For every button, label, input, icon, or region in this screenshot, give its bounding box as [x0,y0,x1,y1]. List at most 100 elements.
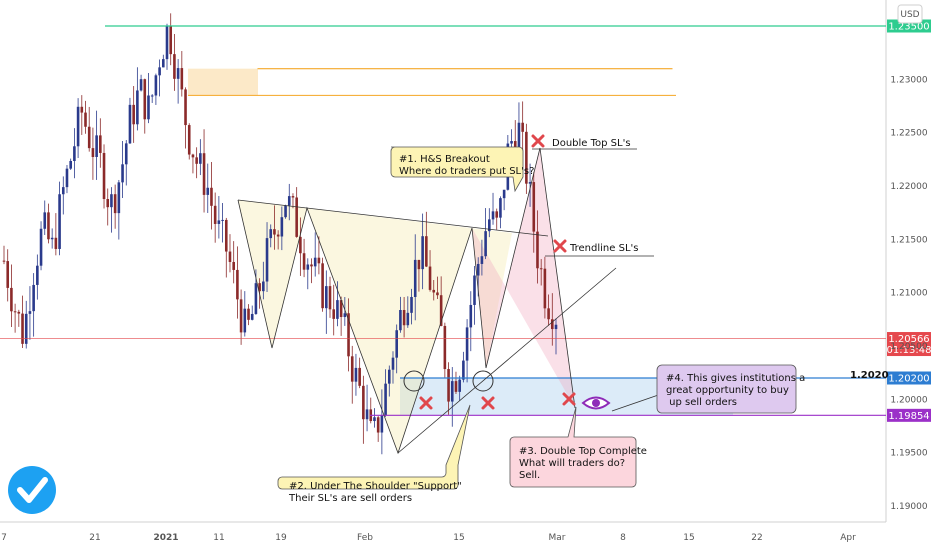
candle [532,171,536,253]
level-text: 1.2020 [850,370,889,381]
candle [50,228,54,249]
candle [517,102,521,152]
candle [73,128,76,179]
zigzag-line [237,147,576,455]
candle [162,54,165,68]
x-tick-label: Feb [357,533,373,543]
x-marker-icon [553,239,567,253]
candle [395,324,398,374]
candle [384,369,387,417]
candle [191,153,195,174]
candle [295,187,298,238]
candle [265,222,269,293]
candle [117,179,121,240]
candle [343,297,347,326]
callout-3-line-2: What will traders do? [519,458,625,469]
neckline [237,199,549,237]
candle [139,74,143,92]
countdown-label: 01:13:48 [887,345,932,356]
candle [347,298,350,372]
candle [87,106,91,152]
candle [154,73,158,105]
candle [380,389,384,455]
y-tick-label: 1.22500 [890,129,927,139]
callout-3: #3. Double Top Complete What will trader… [509,406,647,488]
callout-4-line-3: up sell orders [666,397,737,408]
x-marker-icon [419,396,433,410]
currency-badge-label: USD [900,10,919,20]
y-tick-label: 1.20500 [890,342,927,352]
candle [165,23,169,70]
candle [358,357,361,389]
candle [210,161,213,230]
candle [113,184,117,229]
candle [310,258,313,284]
candle [169,13,173,66]
candle [469,291,473,352]
candle [199,139,202,176]
candle [376,415,380,442]
candle [350,345,354,404]
candle [243,291,247,337]
candle [36,254,39,300]
candle [236,246,239,319]
candle [217,196,221,239]
y-tick-label: 1.21000 [890,289,927,299]
callout-2-line-2: Their SL's are sell orders [288,493,412,504]
candle [136,67,139,131]
x-tick-label: 8 [620,533,626,543]
trendline-label: Trendline SL's [569,243,638,254]
x-tick-label: 19 [275,533,287,543]
level-tag [887,371,931,385]
candle [61,176,65,215]
pattern-lines [237,147,668,455]
candle [184,87,187,149]
candle [28,286,32,340]
candle [391,351,395,384]
level-tag [887,408,931,422]
level-tag [887,332,931,357]
candle [480,239,484,276]
y-tick-label: 1.23000 [890,75,927,85]
candle [187,123,191,160]
candle [47,203,50,244]
y-tick-label: 1.19000 [890,502,927,512]
candle [132,86,135,143]
callout-4: #4. This gives institutions a great oppo… [656,364,805,414]
callout-1-line-1: #1. H&S Breakout [399,154,490,165]
currency-badge[interactable]: USD [897,4,923,24]
callout-2-line-1: #2. Under The Shoulder "Support" [289,481,462,492]
candle [158,59,161,97]
candle [488,208,491,238]
candle [325,270,328,334]
callout-2: #2. Under The Shoulder "Support" Their S… [277,404,471,504]
candle [13,303,17,333]
x-tick-label: 15 [453,533,464,543]
candle [150,94,154,103]
candle [284,204,287,219]
candle [502,189,506,211]
candle [321,257,324,312]
callout-1: #1. H&S Breakout Where do traders put SL… [390,146,534,193]
candle [95,110,98,180]
candle [32,273,35,337]
candle [147,73,150,124]
x-tick-label: 2021 [153,533,178,543]
candle [495,208,499,230]
callout-3-line-3: Sell. [519,470,540,481]
candle [276,230,280,250]
candle [206,163,210,213]
x-tick-label: 22 [751,533,762,543]
candle [2,245,6,265]
candle [102,144,106,209]
candle [413,234,417,321]
candle [69,158,72,170]
x-tick-label: 11 [213,533,224,543]
candle [436,276,439,300]
candle [84,100,87,134]
candle [269,224,273,248]
candle [128,97,132,145]
candle [547,294,550,326]
candle [521,101,524,157]
